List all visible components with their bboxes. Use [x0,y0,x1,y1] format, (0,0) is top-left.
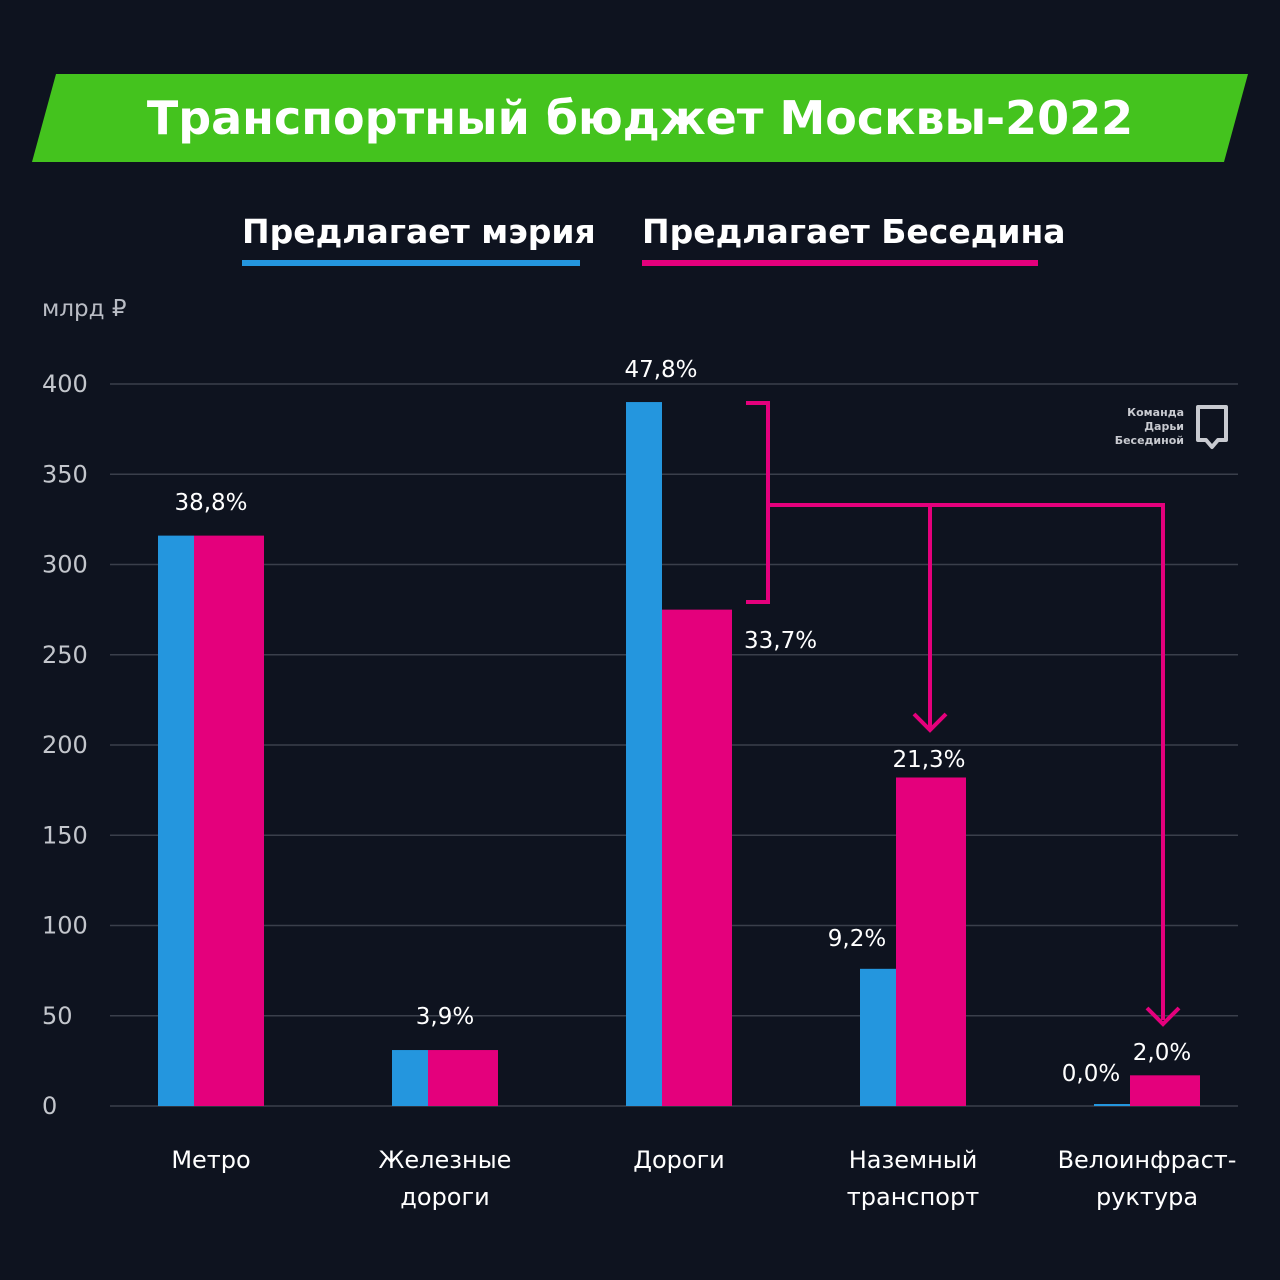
category-label: Железные [379,1146,512,1174]
team-logo: Команда Дарьи Бесединой [1096,404,1236,452]
data-label: 2,0% [1133,1040,1191,1066]
category-label: Наземный [849,1146,978,1174]
category-label: руктура [1096,1183,1198,1211]
bar-besedina [194,535,264,1106]
bar-mayor [158,535,194,1106]
legend-mayor-swatch [242,260,580,266]
bar-mayor [392,1050,428,1106]
y-tick-label: 250 [42,641,88,669]
legend-besedina-label: Предлагает Беседина [642,212,1066,251]
arrowhead-ground-transport [912,712,948,733]
title-banner [32,74,1248,162]
legend-mayor-label: Предлагает мэрия [242,212,596,251]
bar-mayor [1094,1104,1130,1106]
category-label: Дороги [633,1146,725,1174]
y-tick-label: 400 [42,370,88,398]
data-label: 33,7% [744,628,817,654]
y-tick-label: 150 [42,821,88,849]
bar-besedina [1130,1075,1200,1106]
category-label: дороги [400,1183,489,1211]
data-label: 9,2% [828,926,886,952]
legend-besedina: Предлагает Беседина [642,212,1066,266]
logo-line-3: Бесединой [1114,434,1184,447]
bar-mayor [626,402,662,1106]
logo-line-2: Дарьи [1144,420,1184,433]
data-label: 3,9% [416,1004,474,1030]
y-tick-label: 0 [42,1092,57,1120]
reallocation-line [768,503,1165,1020]
chart-title: Транспортный бюджет Москвы-2022 [146,91,1134,145]
bar-besedina [896,777,966,1106]
reallocation-bracket [746,401,770,604]
data-label: 38,8% [174,490,247,516]
y-tick-label: 350 [42,460,88,488]
data-label: 47,8% [624,357,697,383]
y-axis-unit: млрд ₽ [42,296,127,322]
bar-mayor [860,968,896,1106]
legend-besedina-swatch [642,260,1038,266]
arrowhead-bike-infrastructure [1145,1006,1181,1027]
bar-besedina [662,609,732,1106]
y-tick-label: 200 [42,731,88,759]
y-tick-label: 100 [42,912,88,940]
y-tick-label: 300 [42,551,88,579]
category-label: транспорт [847,1183,979,1211]
category-label: Велоинфраст- [1058,1146,1237,1174]
data-label: 0,0% [1062,1061,1120,1087]
bar-besedina [428,1050,498,1106]
speech-bubble-icon [1196,405,1228,449]
data-label: 21,3% [892,747,965,773]
category-label: Метро [171,1146,250,1174]
logo-line-1: Команда [1127,406,1184,419]
legend-mayor: Предлагает мэрия [242,212,596,266]
y-tick-label: 50 [42,1002,73,1030]
logo-text: Команда Дарьи Бесединой [1094,406,1184,448]
